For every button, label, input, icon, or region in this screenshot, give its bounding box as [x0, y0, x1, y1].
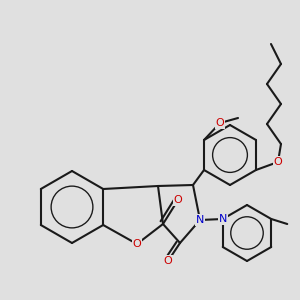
Text: O: O	[216, 118, 224, 128]
Text: O: O	[274, 157, 282, 167]
Text: O: O	[133, 239, 141, 249]
Text: N: N	[219, 214, 227, 224]
Text: O: O	[174, 195, 182, 205]
Text: O: O	[164, 256, 172, 266]
Text: N: N	[196, 215, 204, 225]
